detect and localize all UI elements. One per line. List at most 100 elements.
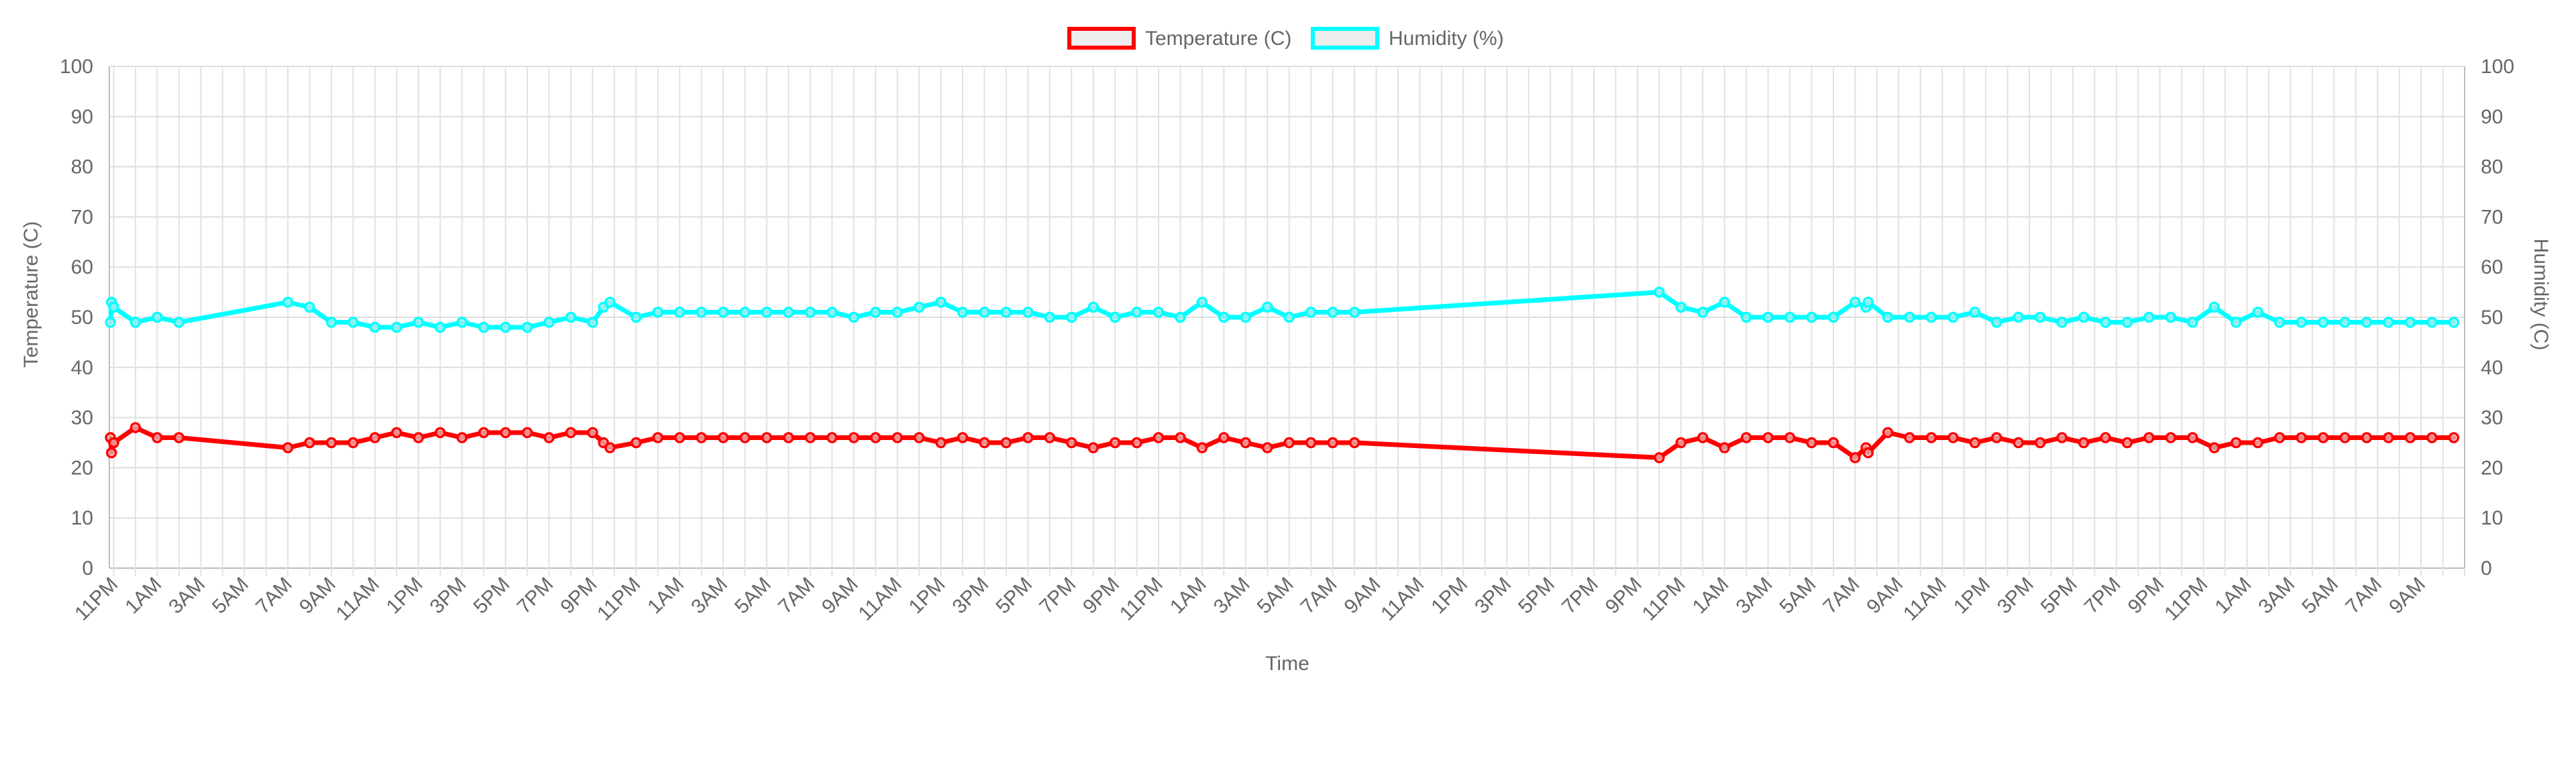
data-point[interactable] — [2143, 432, 2155, 443]
data-point[interactable] — [391, 427, 402, 439]
data-point[interactable] — [604, 442, 616, 453]
data-point[interactable] — [848, 432, 860, 443]
data-point[interactable] — [1762, 432, 1774, 443]
data-point[interactable] — [1882, 311, 1894, 323]
data-point[interactable] — [935, 437, 947, 449]
chart-legend[interactable]: Temperature (C) Humidity (%) — [1067, 27, 1504, 50]
data-point[interactable] — [500, 427, 511, 439]
data-point[interactable] — [1827, 437, 1839, 449]
data-point[interactable] — [1327, 437, 1338, 449]
data-point[interactable] — [1022, 307, 1034, 318]
data-point[interactable] — [979, 307, 990, 318]
data-point[interactable] — [892, 432, 903, 443]
data-point[interactable] — [2187, 317, 2198, 328]
data-point[interactable] — [105, 447, 117, 459]
data-point[interactable] — [869, 307, 881, 318]
data-point[interactable] — [2273, 317, 2286, 328]
data-point[interactable] — [304, 437, 315, 449]
data-point[interactable] — [1305, 307, 1317, 318]
data-point[interactable] — [2296, 432, 2307, 443]
data-point[interactable] — [369, 321, 381, 333]
data-point[interactable] — [543, 432, 555, 443]
data-point[interactable] — [1348, 437, 1360, 449]
data-point[interactable] — [2187, 432, 2198, 443]
data-point[interactable] — [1719, 296, 1730, 308]
data-point[interactable] — [1348, 307, 1360, 318]
data-point[interactable] — [2361, 317, 2373, 328]
data-point[interactable] — [1131, 437, 1142, 449]
data-point[interactable] — [1262, 442, 1273, 453]
data-point[interactable] — [631, 311, 642, 323]
data-point[interactable] — [979, 437, 990, 449]
data-point[interactable] — [1784, 311, 1796, 323]
data-point[interactable] — [391, 321, 402, 333]
data-point[interactable] — [304, 301, 315, 313]
data-point[interactable] — [543, 317, 555, 328]
data-point[interactable] — [804, 307, 816, 318]
data-point[interactable] — [739, 307, 751, 318]
data-point[interactable] — [1196, 442, 1208, 453]
data-point[interactable] — [1849, 296, 1861, 308]
data-point[interactable] — [105, 317, 116, 328]
data-point[interactable] — [129, 422, 142, 433]
data-point[interactable] — [1022, 432, 1034, 443]
data-point[interactable] — [869, 432, 881, 443]
data-point[interactable] — [826, 307, 838, 318]
data-point[interactable] — [1283, 311, 1295, 323]
data-point[interactable] — [1087, 442, 1099, 453]
data-point[interactable] — [1806, 311, 1817, 323]
data-point[interactable] — [1969, 437, 1981, 449]
data-point[interactable] — [108, 301, 119, 313]
data-point[interactable] — [783, 307, 794, 318]
data-point[interactable] — [1175, 432, 1186, 443]
data-point[interactable] — [1947, 311, 1959, 323]
data-point[interactable] — [587, 317, 598, 328]
data-point[interactable] — [173, 317, 185, 328]
data-point[interactable] — [2252, 437, 2263, 449]
data-point[interactable] — [892, 307, 903, 318]
data-point[interactable] — [2034, 437, 2046, 449]
data-point[interactable] — [1283, 437, 1295, 449]
data-point[interactable] — [2383, 317, 2394, 328]
data-point[interactable] — [2056, 432, 2068, 443]
data-point[interactable] — [761, 307, 773, 318]
legend-item-humidity[interactable]: Humidity (%) — [1311, 27, 1504, 50]
data-point[interactable] — [434, 321, 446, 333]
data-point[interactable] — [1109, 437, 1121, 449]
data-point[interactable] — [696, 307, 707, 318]
data-point[interactable] — [1849, 452, 1861, 463]
data-point[interactable] — [587, 427, 598, 439]
data-point[interactable] — [717, 307, 729, 318]
data-point[interactable] — [957, 307, 969, 318]
data-point[interactable] — [413, 432, 425, 443]
data-point[interactable] — [2317, 432, 2329, 443]
data-point[interactable] — [1882, 427, 1894, 439]
data-point[interactable] — [2273, 432, 2286, 443]
data-point[interactable] — [456, 317, 468, 328]
data-point[interactable] — [173, 432, 185, 443]
data-point[interactable] — [2012, 437, 2025, 449]
data-point[interactable] — [2100, 317, 2111, 328]
data-point[interactable] — [957, 432, 969, 443]
data-point[interactable] — [1131, 307, 1142, 318]
data-point[interactable] — [2426, 432, 2438, 443]
legend-item-temperature[interactable]: Temperature (C) — [1067, 27, 1291, 50]
data-point[interactable] — [2317, 317, 2329, 328]
data-point[interactable] — [1784, 432, 1796, 443]
data-point[interactable] — [2143, 311, 2155, 323]
data-point[interactable] — [1240, 311, 1252, 323]
data-point[interactable] — [1066, 437, 1077, 449]
data-point[interactable] — [152, 311, 163, 323]
data-point[interactable] — [2121, 317, 2133, 328]
data-point[interactable] — [152, 432, 163, 443]
data-point[interactable] — [2339, 317, 2351, 328]
data-point[interactable] — [565, 427, 577, 439]
data-point[interactable] — [1152, 432, 1165, 443]
data-point[interactable] — [1262, 301, 1273, 313]
data-point[interactable] — [804, 432, 816, 443]
data-point[interactable] — [1000, 307, 1012, 318]
data-point[interactable] — [1947, 432, 1959, 443]
data-point[interactable] — [2383, 432, 2394, 443]
data-point[interactable] — [282, 442, 294, 453]
data-point[interactable] — [1740, 311, 1752, 323]
